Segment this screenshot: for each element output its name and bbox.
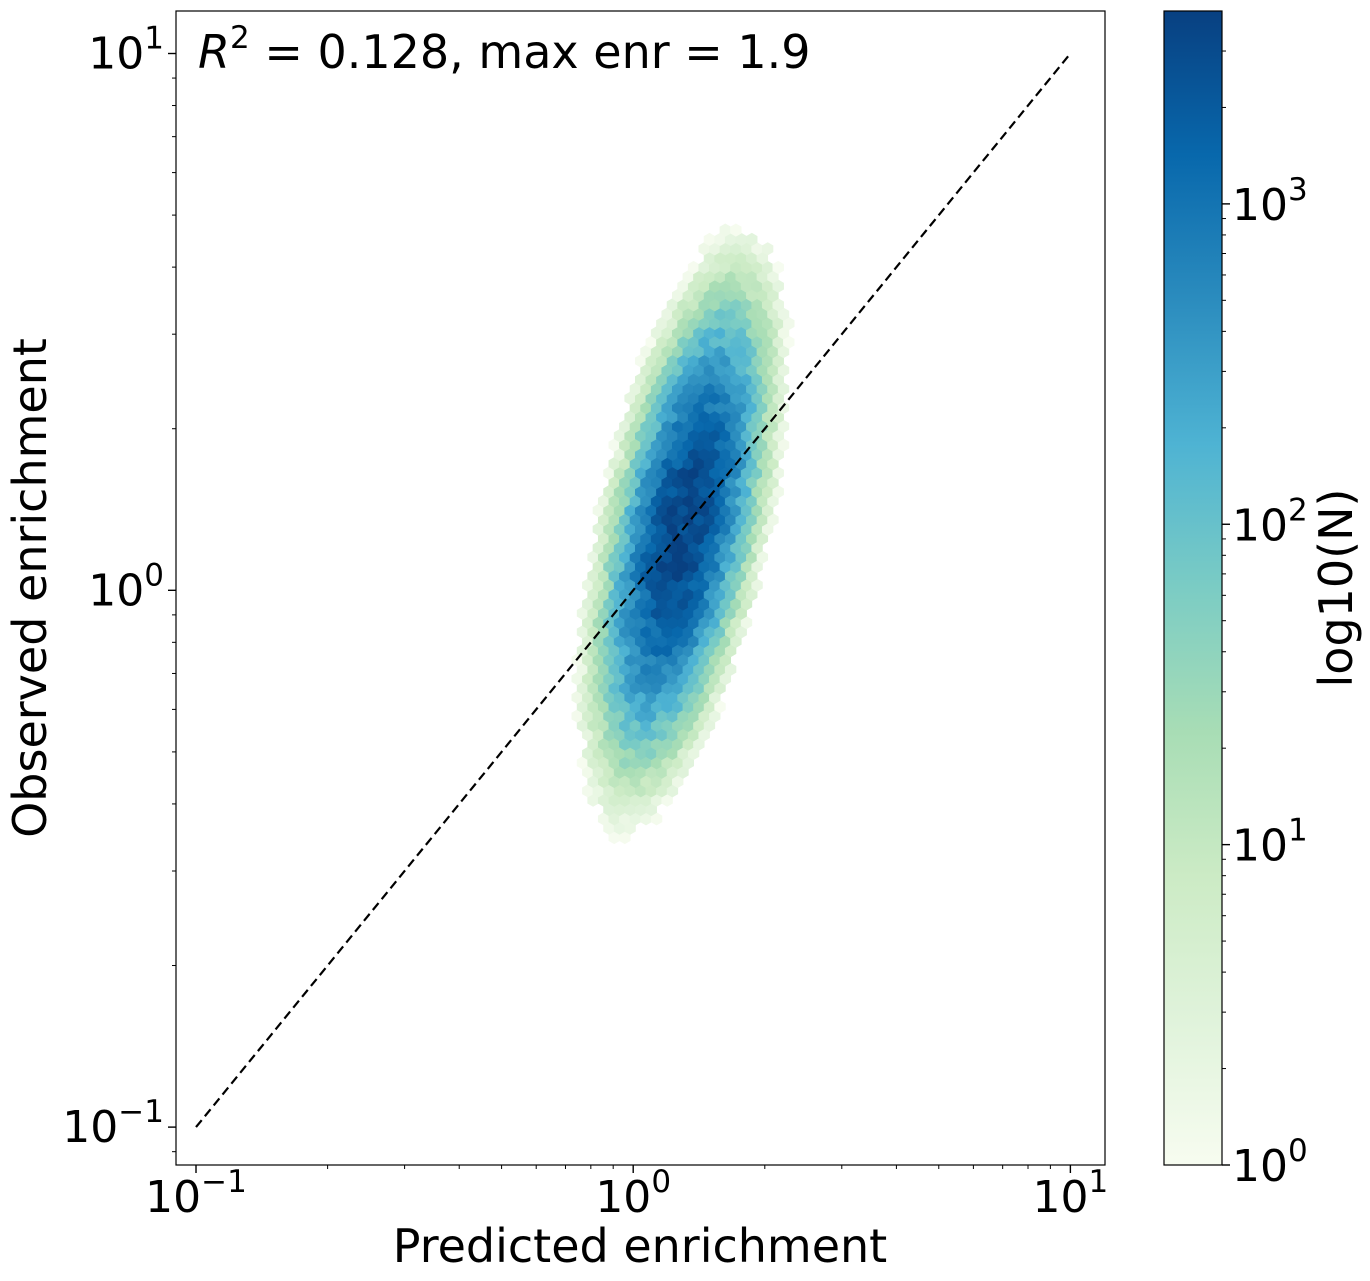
plot-frame (175, 10, 1106, 1166)
y-tick-label: 101 (88, 21, 164, 80)
annotation-r2: R2 = 0.128, max enr = 1.9 (198, 20, 811, 79)
colorbar-label: log10(N) (1309, 489, 1363, 688)
x-minor-ticks (327, 1165, 1051, 1169)
colorbar-tick-label: 103 (1232, 172, 1308, 231)
hexbin-cell (719, 223, 732, 237)
identity-reference-line (195, 52, 1072, 1128)
colorbar-tick-label: 102 (1232, 492, 1308, 551)
x-tick-label: 101 (1033, 1164, 1109, 1223)
x-tick-label: 10−1 (145, 1164, 247, 1223)
hexbin-cell (687, 260, 700, 275)
x-axis-title: Predicted enrichment (393, 1219, 887, 1273)
y-tick-label: 100 (88, 557, 164, 616)
colorbar-ticks: 100 101 102 103 (1222, 172, 1308, 1192)
colorbar-minor-ticks (1222, 50, 1226, 1070)
y-minor-ticks (172, 77, 176, 1153)
hexbin-cell (772, 260, 784, 275)
hexbin-cell (703, 232, 716, 246)
y-axis-ticks: 10−1 100 101 (62, 21, 176, 1153)
hexbin-cell (761, 242, 774, 256)
x-axis-ticks: 10−1 100 101 (145, 1164, 1108, 1223)
y-tick-label: 10−1 (62, 1094, 164, 1153)
hexbin-cells (571, 223, 795, 845)
hexbin-cell (730, 223, 742, 237)
colorbar (1163, 10, 1223, 1166)
hexbin-cell (746, 232, 758, 246)
colorbar-tick-label: 101 (1232, 813, 1308, 872)
y-axis-title: Observed enrichment (3, 338, 57, 838)
colorbar-tick-label: 100 (1232, 1133, 1308, 1192)
x-tick-label: 100 (595, 1164, 671, 1223)
